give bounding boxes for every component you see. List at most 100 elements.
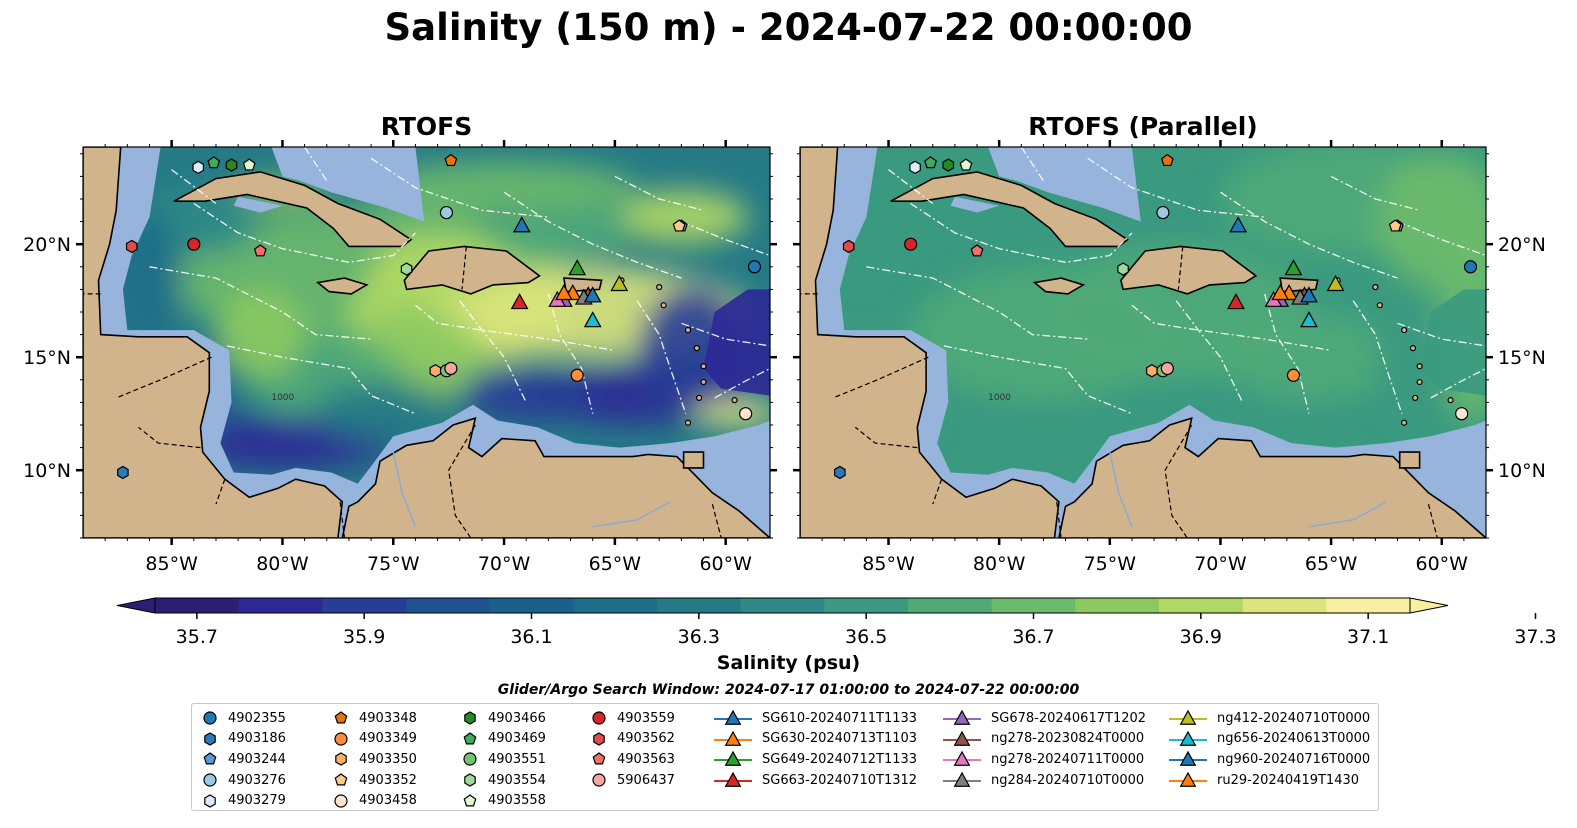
legend-label: 4903559 <box>617 710 675 726</box>
eez-boundary <box>714 367 770 399</box>
legend-label: 4903276 <box>228 772 286 788</box>
legend-marker <box>592 752 606 765</box>
lat-tick-label: 20°N <box>23 234 71 256</box>
colorbar-segment <box>908 598 993 613</box>
legend-entry: 4903466 <box>460 708 546 729</box>
land-centralAmerica <box>83 147 344 538</box>
legend-entry: ru29-20240419T1430 <box>1167 770 1370 791</box>
legend-entry: 4903469 <box>460 729 546 750</box>
legend-marker <box>724 771 742 787</box>
legend-marker-triangle-icon <box>1169 771 1207 787</box>
obs-4903458 <box>739 407 753 421</box>
legend-marker <box>203 752 217 765</box>
legend-label: 4903551 <box>488 751 546 767</box>
legend-entry: 4903348 <box>331 708 417 729</box>
eez-boundary <box>888 169 934 205</box>
legend-marker-hexagon-icon <box>593 732 605 746</box>
legend-marker <box>953 751 971 767</box>
island <box>1401 326 1408 334</box>
legend-marker-circle-icon <box>334 794 348 808</box>
obs-4902355 <box>1463 260 1478 274</box>
eez-boundary <box>193 202 416 263</box>
legend-marker <box>204 793 216 808</box>
legend-marker-triangle-icon <box>714 751 752 767</box>
country-border <box>1164 424 1193 538</box>
legend-marker-pentagon-icon <box>592 752 606 765</box>
island <box>700 378 707 386</box>
legend-marker-triangle-icon <box>1169 751 1207 767</box>
legend-label: 4903558 <box>488 793 546 809</box>
legend-marker-circle-icon <box>592 711 606 725</box>
colorbar-segment <box>991 598 1076 613</box>
shelf-shallow-area <box>950 196 1000 213</box>
land-jamaica <box>316 277 369 295</box>
legend-entry: SG610-20240711T1133 <box>712 708 917 729</box>
lon-tick-label: 65°W <box>1305 553 1358 575</box>
obs-4903348 <box>444 153 458 167</box>
legend-marker-pentagon-icon <box>203 752 217 765</box>
land-southAmerica <box>1058 417 1486 538</box>
eez-boundary <box>1020 147 1044 182</box>
legend-label: ng656-20240613T0000 <box>1217 731 1371 747</box>
legend-entry: 4903558 <box>460 790 546 811</box>
legend-marker-triangle-icon <box>943 751 981 767</box>
land-hispaniola <box>403 245 541 295</box>
legend-marker <box>1179 730 1197 746</box>
land-cuba <box>173 171 413 248</box>
legend-marker <box>592 773 606 787</box>
legend-entry: SG649-20240712T1133 <box>712 749 917 770</box>
island <box>656 284 663 291</box>
legend-marker-triangle-icon <box>714 730 752 746</box>
legend-entry: 4902355 <box>200 708 286 729</box>
legend-label: 4903349 <box>359 731 417 747</box>
legend-marker <box>592 711 606 725</box>
legend-marker <box>334 711 348 724</box>
obs-4903563 <box>253 244 267 257</box>
legend: 4902355 4903186 4903244 4903276 4903279 49033… <box>191 703 1379 811</box>
island <box>693 345 700 352</box>
legend-entry: 4903458 <box>331 790 417 811</box>
obs-4903466 <box>942 158 955 172</box>
legend-marker-circle-icon <box>334 732 348 746</box>
colorbar-extend-max <box>1409 597 1449 614</box>
obs-4903559 <box>904 237 918 251</box>
legend-marker-circle-icon <box>592 773 606 787</box>
island <box>1409 345 1417 352</box>
shelf-shallow-area <box>271 147 425 222</box>
legend-marker <box>953 730 971 746</box>
legend-marker <box>463 752 477 767</box>
legend-marker <box>953 710 971 726</box>
legend-label: ng960-20240716T0000 <box>1217 751 1371 767</box>
legend-marker <box>463 732 477 745</box>
colorbar-tick-label: 36.3 <box>678 626 720 648</box>
legend-marker <box>334 732 348 746</box>
lon-tick-label: 60°W <box>699 553 752 575</box>
legend-label: 4903348 <box>359 710 417 726</box>
legend-column: SG610-20240711T1133 SG630-20240713T1103 SG… <box>712 708 917 790</box>
lat-tick-label: 10°N <box>1498 460 1546 482</box>
legend-marker-hexagon-icon <box>464 773 476 787</box>
legend-label: SG610-20240711T1133 <box>762 710 918 726</box>
legend-entry: 4903244 <box>200 749 286 770</box>
legend-label: 4903563 <box>617 751 675 767</box>
legend-marker <box>724 730 742 746</box>
obs-4903554 <box>400 262 413 276</box>
obs-4903352 <box>1388 219 1402 232</box>
lon-tick-label: 70°W <box>1194 553 1247 575</box>
colorbar-segment <box>1075 598 1160 613</box>
island <box>1412 394 1419 401</box>
obs-4903562 <box>125 239 138 254</box>
obs-4903348 <box>1160 153 1174 167</box>
island <box>1401 419 1408 426</box>
legend-label: SG663-20240710T1312 <box>762 772 918 788</box>
legend-label: SG630-20240713T1103 <box>762 731 918 747</box>
eez-boundary <box>636 300 687 414</box>
country-border <box>832 356 929 399</box>
legend-marker <box>334 773 348 786</box>
lon-tick-label: 60°W <box>1416 553 1469 575</box>
legend-label: 5906437 <box>617 772 675 788</box>
country-border <box>215 479 226 505</box>
obs-5906437 <box>444 361 458 376</box>
colorbar-tick-label: 36.5 <box>845 626 887 648</box>
